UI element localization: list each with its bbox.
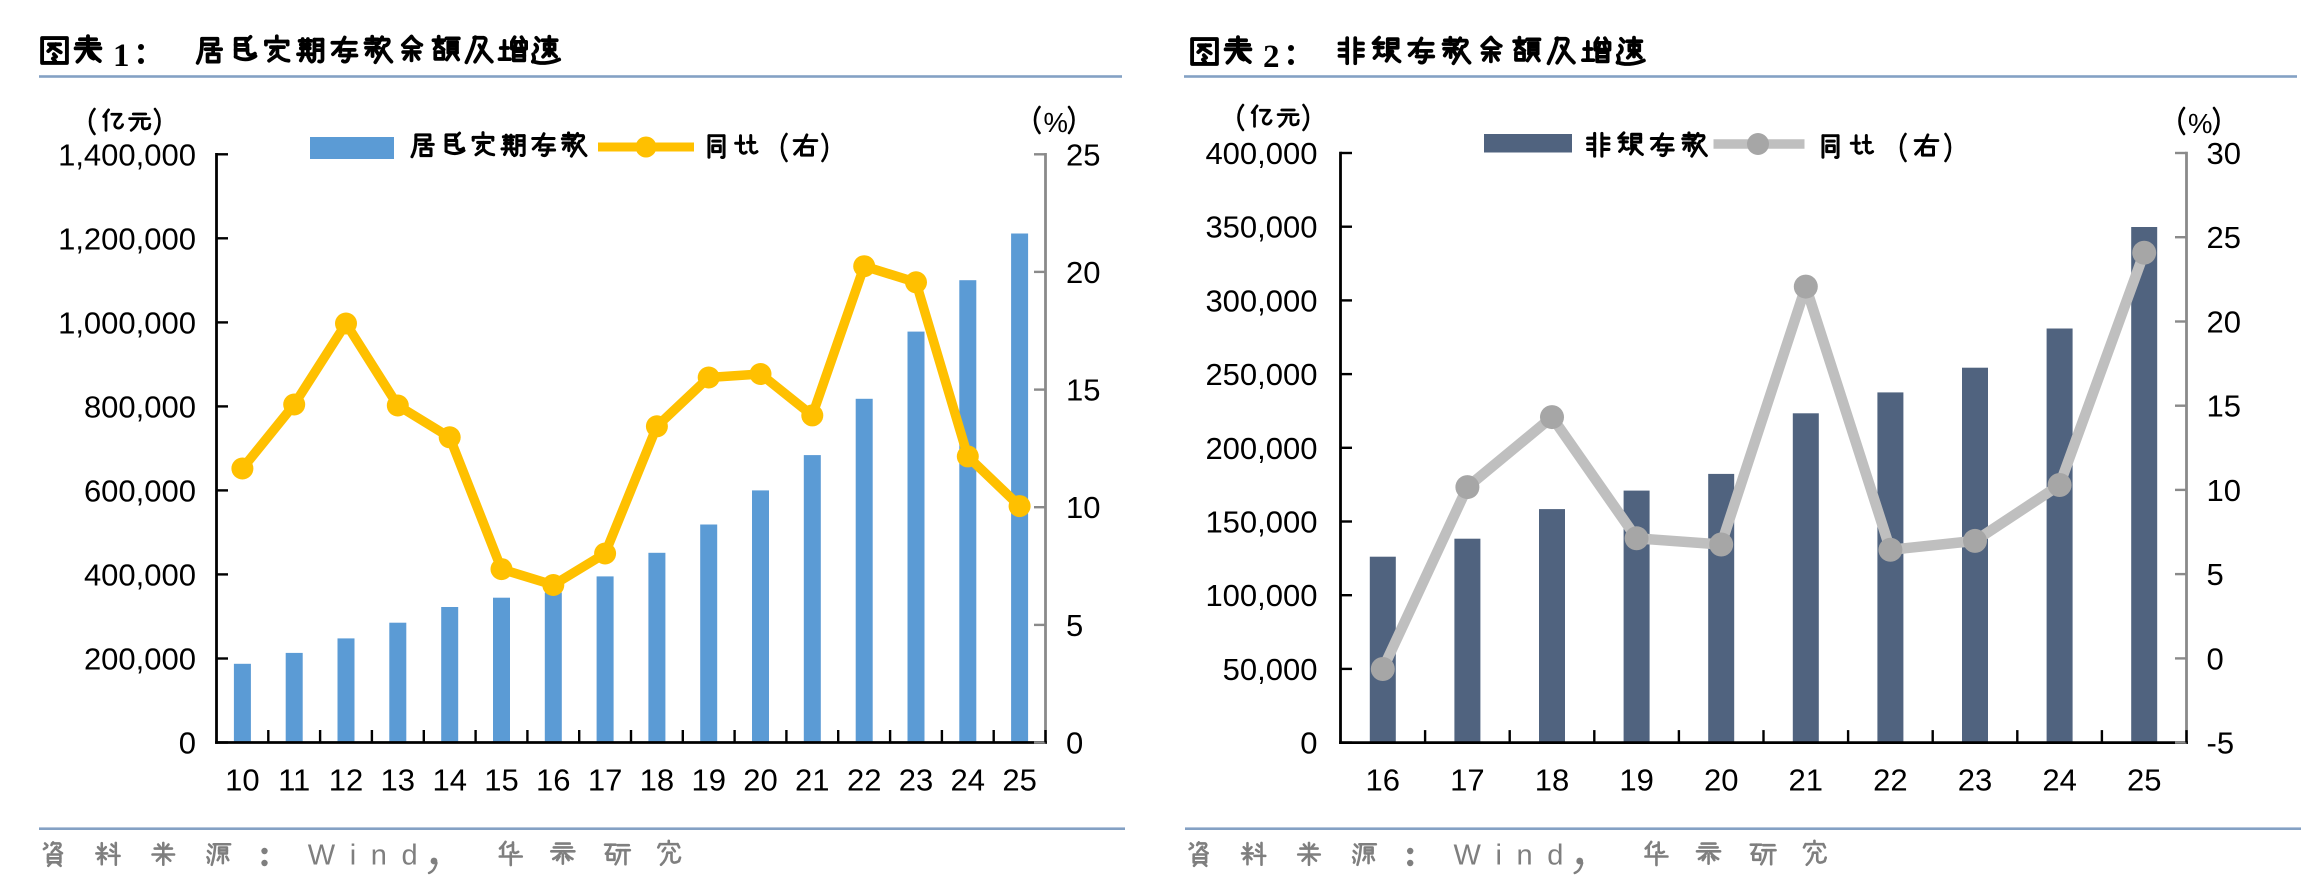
svg-text:30: 30 [2207, 136, 2241, 171]
svg-text:250,000: 250,000 [1205, 357, 1317, 392]
svg-text:400,000: 400,000 [84, 557, 196, 592]
svg-text:1: 1 [113, 38, 130, 74]
svg-text:25: 25 [1002, 763, 1036, 798]
svg-text:300,000: 300,000 [1205, 283, 1317, 318]
svg-text:23: 23 [899, 763, 933, 798]
svg-text:22: 22 [847, 763, 881, 798]
svg-text:19: 19 [1619, 763, 1653, 798]
svg-text:15: 15 [484, 763, 518, 798]
svg-text:Wind: Wind [1454, 840, 1578, 872]
svg-text:17: 17 [588, 763, 622, 798]
svg-text:20: 20 [2207, 305, 2241, 340]
svg-text:800,000: 800,000 [84, 389, 196, 424]
svg-text:24: 24 [2042, 763, 2076, 798]
svg-text:%: % [2188, 108, 2212, 139]
svg-text:19: 19 [691, 763, 725, 798]
svg-text:11: 11 [278, 763, 310, 798]
svg-text:18: 18 [640, 763, 674, 798]
svg-text:15: 15 [1066, 373, 1100, 408]
svg-text:0: 0 [1066, 726, 1083, 761]
svg-text:16: 16 [536, 763, 570, 798]
svg-text:400,000: 400,000 [1205, 136, 1317, 171]
svg-text:5: 5 [1066, 608, 1083, 643]
svg-text:5: 5 [2207, 557, 2224, 592]
svg-text:350,000: 350,000 [1205, 210, 1317, 245]
svg-text:2: 2 [1263, 39, 1280, 75]
svg-text:100,000: 100,000 [1205, 578, 1317, 613]
svg-text:20: 20 [1704, 763, 1738, 798]
svg-text:600,000: 600,000 [84, 473, 196, 508]
svg-text:-5: -5 [2207, 726, 2235, 761]
svg-text:21: 21 [1789, 763, 1823, 798]
svg-text:150,000: 150,000 [1205, 505, 1317, 540]
svg-text:1,000,000: 1,000,000 [58, 305, 196, 340]
svg-text:21: 21 [795, 763, 829, 798]
svg-text:10: 10 [2207, 473, 2241, 508]
svg-text:14: 14 [432, 763, 466, 798]
svg-text:%: % [1044, 107, 1068, 138]
svg-text:200,000: 200,000 [84, 642, 196, 677]
svg-text:16: 16 [1366, 763, 1400, 798]
svg-text:1,400,000: 1,400,000 [58, 137, 196, 172]
svg-text:23: 23 [1958, 763, 1992, 798]
svg-text:17: 17 [1450, 763, 1484, 798]
svg-text:50,000: 50,000 [1223, 652, 1318, 687]
svg-text:0: 0 [179, 726, 196, 761]
svg-text:20: 20 [743, 763, 777, 798]
svg-text:10: 10 [1066, 490, 1100, 525]
svg-text:24: 24 [951, 763, 985, 798]
svg-text:Wind: Wind [308, 840, 432, 872]
svg-text:25: 25 [1066, 137, 1100, 172]
svg-text:15: 15 [2207, 389, 2241, 424]
svg-text:13: 13 [381, 763, 415, 798]
svg-text:25: 25 [2207, 220, 2241, 255]
svg-text:10: 10 [225, 763, 259, 798]
svg-text:0: 0 [1300, 726, 1317, 761]
svg-text:20: 20 [1066, 255, 1100, 290]
svg-text:0: 0 [2207, 641, 2224, 676]
svg-text:18: 18 [1535, 763, 1569, 798]
svg-text:12: 12 [329, 763, 363, 798]
svg-text:22: 22 [1873, 763, 1907, 798]
svg-text:1,200,000: 1,200,000 [58, 221, 196, 256]
svg-text:200,000: 200,000 [1205, 431, 1317, 466]
svg-text:25: 25 [2127, 763, 2161, 798]
